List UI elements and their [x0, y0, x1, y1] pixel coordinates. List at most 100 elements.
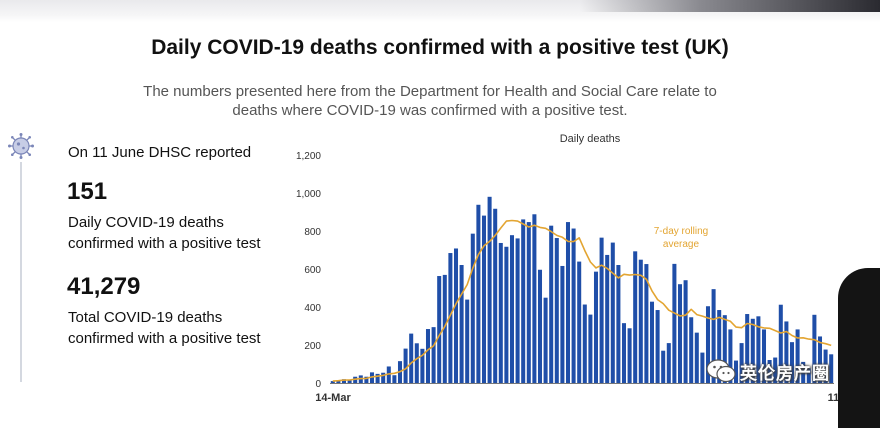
- bar: [549, 225, 554, 383]
- bar: [733, 360, 739, 383]
- bar: [341, 379, 347, 383]
- bar: [627, 328, 632, 383]
- bar: [532, 214, 537, 383]
- virus-icon: [8, 133, 34, 159]
- bar: [705, 306, 711, 383]
- bar: [694, 332, 699, 383]
- bar: [750, 318, 755, 383]
- y-tick-label: 600: [304, 265, 321, 276]
- bar: [347, 379, 352, 383]
- bar: [470, 233, 475, 383]
- bar: [789, 342, 795, 383]
- subtitle: The numbers presented here from the Depa…: [90, 82, 770, 120]
- page-title: Daily COVID-19 deaths confirmed with a p…: [151, 36, 729, 59]
- bar: [515, 238, 520, 383]
- bar: [823, 349, 828, 383]
- bar: [649, 301, 655, 383]
- bar: [554, 238, 559, 383]
- bar: [414, 343, 419, 383]
- y-tick-label: 1,000: [296, 189, 321, 200]
- y-tick-label: 0: [315, 379, 321, 390]
- bar: [375, 373, 380, 383]
- total-deaths-description: Total COVID-19 deaths confirmed with a p…: [68, 307, 261, 349]
- x-tick-start: 14-Mar: [315, 392, 351, 404]
- chart-title: Daily deaths: [560, 133, 621, 145]
- bar: [442, 274, 447, 383]
- subtitle-line-1: The numbers presented here from the Depa…: [143, 83, 717, 100]
- bar: [655, 310, 660, 383]
- bar: [543, 297, 548, 383]
- bar: [812, 314, 817, 383]
- bar: [537, 269, 543, 383]
- bar: [453, 248, 459, 383]
- wechat-logo-icon: [706, 359, 736, 383]
- bar: [437, 276, 442, 383]
- screen-edge: [580, 0, 880, 12]
- bar: [599, 237, 604, 383]
- watermark: 英伦房产圈: [706, 356, 830, 386]
- bar: [420, 348, 425, 383]
- bar: [666, 343, 671, 383]
- y-axis-ticks: 0 200 400 600 800 1,000 1,200: [296, 151, 321, 390]
- total-deaths-value: 41,279: [67, 273, 141, 300]
- rolling-average-annotation: 7-day rolling average: [654, 226, 708, 250]
- bars: [330, 196, 834, 383]
- daily-deaths-chart: Daily deaths 0 200 400 600 800 1,000 1,200 14-…: [296, 133, 863, 404]
- bar: [728, 329, 733, 383]
- presenter-silhouette: [838, 268, 880, 428]
- bar: [621, 323, 627, 383]
- bar: [739, 343, 744, 383]
- bar: [661, 350, 666, 383]
- bar: [683, 280, 688, 383]
- annotation-line-2: average: [663, 239, 700, 250]
- total-desc-line-2: confirmed with a positive test: [68, 330, 261, 347]
- bar: [717, 310, 722, 383]
- bar: [409, 333, 414, 383]
- subtitle-line-2: deaths where COVID-19 was confirmed with…: [232, 102, 628, 119]
- bar: [588, 314, 593, 383]
- bar: [767, 360, 772, 383]
- bar: [526, 222, 531, 383]
- rolling-average-line: [332, 219, 832, 382]
- bar: [795, 329, 800, 383]
- bar: [493, 208, 498, 383]
- annotation-line-1: 7-day rolling: [654, 226, 708, 237]
- bar: [801, 361, 806, 383]
- bar: [381, 372, 386, 383]
- daily-deaths-value: 151: [67, 178, 108, 205]
- bar: [773, 357, 778, 383]
- bar: [745, 314, 750, 383]
- bar: [521, 219, 526, 383]
- bar: [565, 222, 571, 383]
- bar: [638, 259, 643, 383]
- bar: [403, 348, 408, 383]
- bar: [677, 284, 683, 383]
- bar: [465, 299, 470, 383]
- bar: [459, 265, 464, 383]
- bar: [336, 380, 341, 383]
- bar: [504, 246, 509, 383]
- daily-desc-line-2: confirmed with a positive test: [68, 235, 261, 252]
- y-tick-label: 200: [304, 341, 321, 352]
- bar: [392, 375, 397, 383]
- bar: [577, 261, 582, 383]
- y-tick-label: 800: [304, 227, 321, 238]
- bar: [633, 251, 638, 383]
- bar: [700, 352, 705, 383]
- bar: [481, 215, 487, 383]
- bar: [498, 242, 503, 383]
- bar: [817, 336, 823, 383]
- bar: [593, 271, 599, 383]
- bar: [487, 196, 492, 383]
- bar: [672, 263, 677, 383]
- bar: [610, 242, 615, 383]
- bar: [784, 321, 789, 383]
- bar: [431, 327, 436, 383]
- top-shade: [0, 0, 880, 22]
- bar: [386, 366, 391, 383]
- reported-label: On 11 June DHSC reported: [68, 144, 252, 161]
- total-desc-line-1: Total COVID-19 deaths: [68, 309, 223, 326]
- bar: [711, 289, 716, 383]
- bar: [778, 304, 783, 383]
- bar: [761, 329, 767, 383]
